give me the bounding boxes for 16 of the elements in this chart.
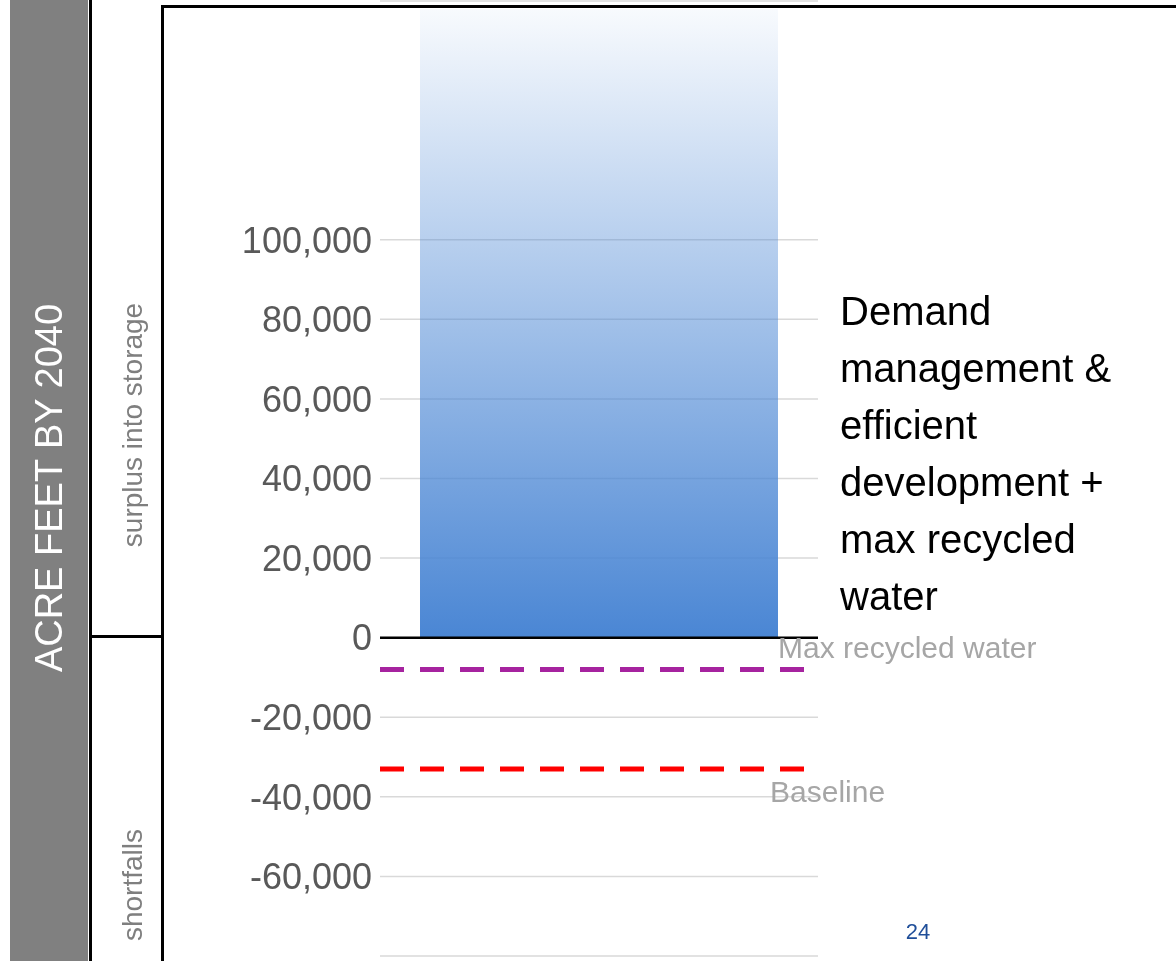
y-tick-label: 100,000 [241,219,372,261]
y-axis-title: ACRE FEET BY 2040 [27,303,71,673]
text: surplus into storage [117,302,149,548]
y-tick-label: 0 [351,617,372,659]
y-tick-label: 60,000 [261,378,372,420]
y-tick-label: -60,000 [249,856,372,898]
y-tick-label: 20,000 [261,537,372,579]
series-label: Demand management & efficient development + max recycled water [840,288,1113,620]
text: 24 [905,919,931,945]
y-tick-label: 80,000 [261,299,372,341]
y-tick-label: -40,000 [249,776,372,818]
ref-line-label: Baseline [770,774,886,808]
ref-line-label: Max recycled water [778,630,1037,664]
y-tick-label: -20,000 [249,697,372,739]
text: shortfalls [117,828,149,942]
y-tick-label: 40,000 [261,458,372,500]
